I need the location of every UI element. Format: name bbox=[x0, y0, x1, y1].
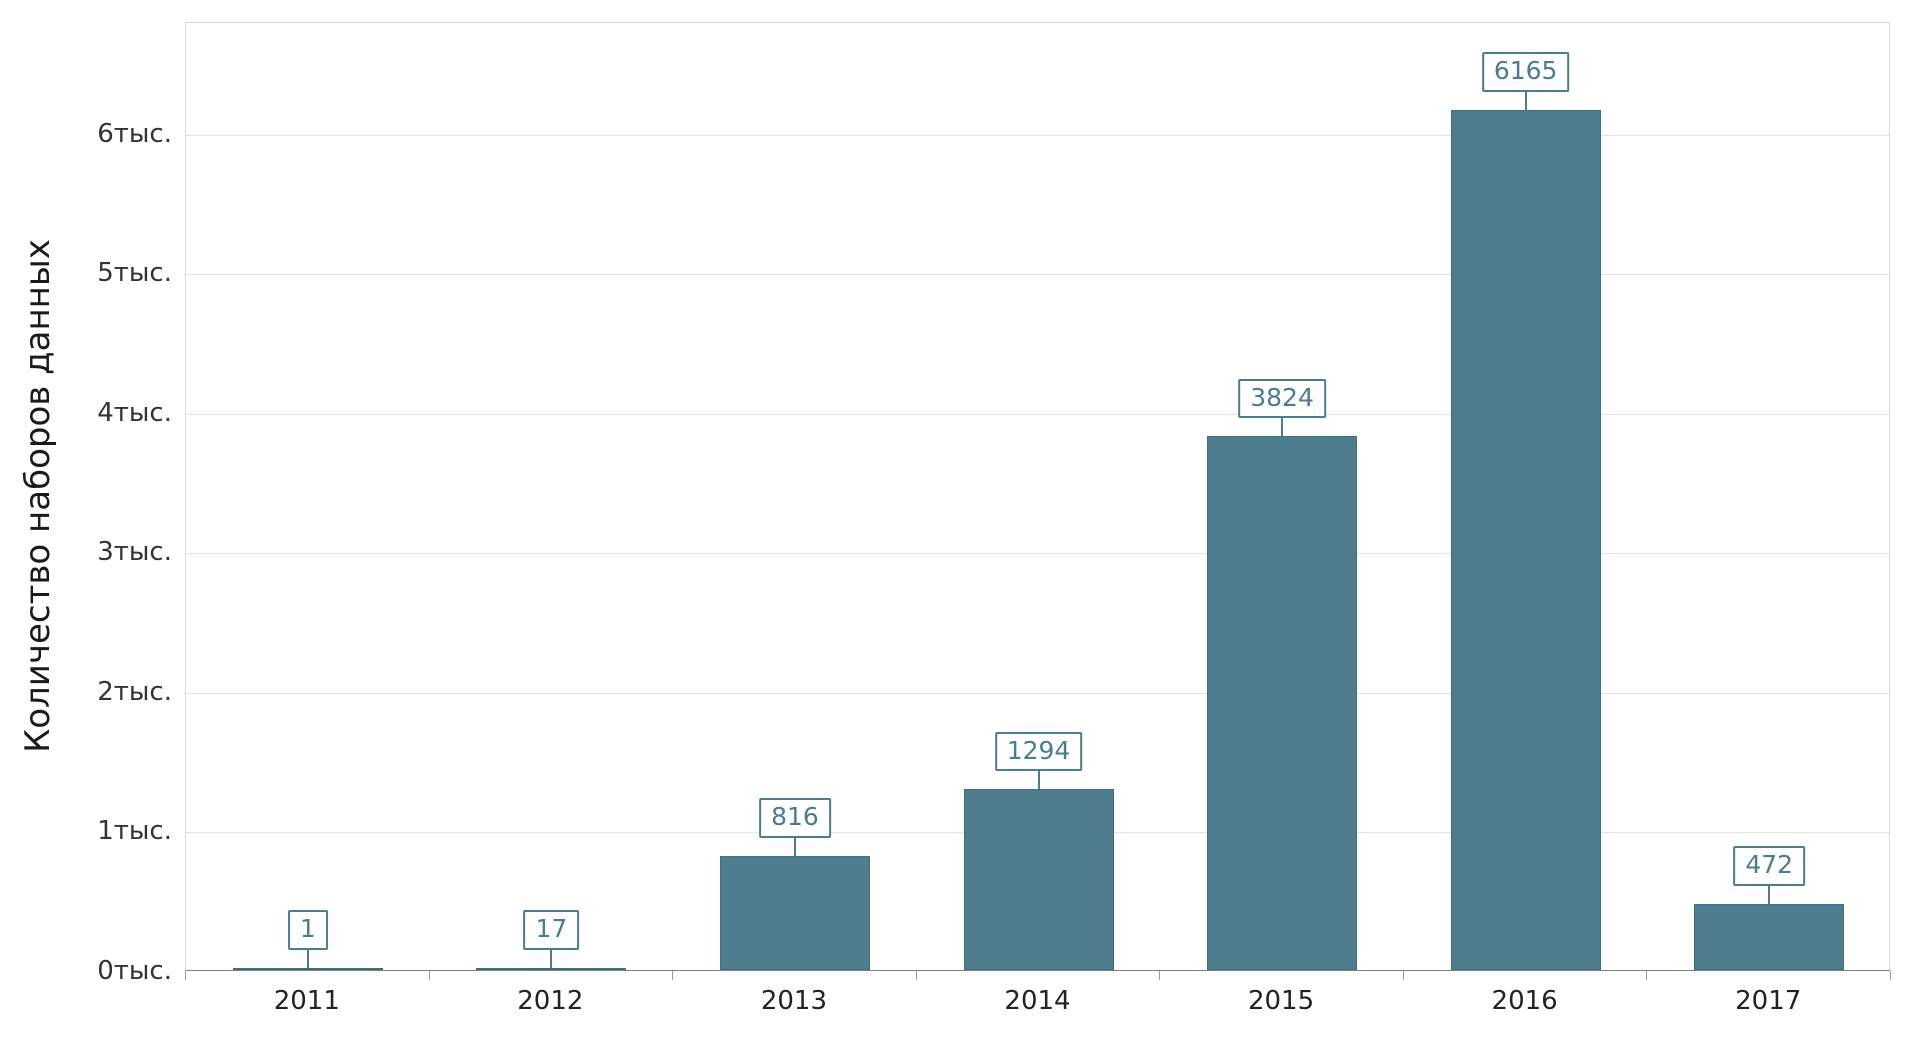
x-axis-tick bbox=[1646, 971, 1648, 980]
plot-area: 1 17 816 1294 3824 6165 472 bbox=[185, 22, 1890, 971]
x-axis-tick bbox=[1159, 971, 1161, 980]
gridline bbox=[186, 692, 1889, 694]
bar[interactable] bbox=[963, 789, 1114, 970]
bar[interactable] bbox=[476, 967, 627, 970]
callout-connector bbox=[306, 950, 309, 968]
x-axis-category-label: 2012 bbox=[517, 986, 584, 1016]
y-axis-tick-label: 0тыс. bbox=[97, 956, 172, 986]
callout-connector bbox=[550, 949, 553, 968]
y-axis-tick-label: 2тыс. bbox=[97, 676, 172, 707]
bar[interactable] bbox=[1207, 436, 1358, 970]
gridline bbox=[186, 413, 1889, 415]
bar[interactable] bbox=[1694, 904, 1845, 970]
x-axis-tick bbox=[672, 971, 674, 980]
x-axis-tick bbox=[915, 971, 917, 980]
bar[interactable] bbox=[232, 968, 383, 970]
callout-connector bbox=[1768, 886, 1771, 905]
x-axis-category-label: 2017 bbox=[1735, 986, 1802, 1016]
y-axis-tick-label: 1тыс. bbox=[97, 816, 172, 847]
bar-value-callout: 472 bbox=[1733, 846, 1806, 887]
gridline bbox=[186, 134, 1889, 136]
gridline bbox=[186, 553, 1889, 555]
gridline bbox=[186, 274, 1889, 276]
x-axis-tick bbox=[428, 971, 430, 980]
x-axis-category-label: 2013 bbox=[760, 986, 828, 1016]
x-axis-category-label: 2014 bbox=[1004, 986, 1071, 1016]
bar-value-callout: 1 bbox=[287, 910, 328, 950]
y-axis-tick-label: 5тыс. bbox=[97, 258, 172, 289]
bar[interactable] bbox=[1450, 109, 1601, 970]
bar-value-callout: 816 bbox=[759, 798, 831, 839]
y-axis-tick-label: 3тыс. bbox=[97, 537, 172, 568]
x-axis-tick bbox=[1402, 971, 1404, 980]
x-axis-tick bbox=[1890, 971, 1891, 980]
y-axis-tick-label: 4тыс. bbox=[97, 397, 172, 428]
x-axis-tick bbox=[185, 971, 186, 980]
callout-connector bbox=[1524, 91, 1527, 110]
y-axis-title: Количество наборов данных bbox=[18, 239, 58, 753]
bar-value-callout: 6165 bbox=[1481, 51, 1570, 92]
x-axis-category-label: 2016 bbox=[1491, 986, 1558, 1016]
x-axis-category-label: 2015 bbox=[1247, 986, 1315, 1016]
callout-connector bbox=[793, 838, 796, 857]
bar[interactable] bbox=[719, 856, 870, 970]
y-axis-tick-label: 6тыс. bbox=[97, 118, 172, 149]
callout-connector bbox=[1037, 771, 1040, 790]
bar-value-callout: 17 bbox=[523, 909, 580, 950]
bar-value-callout: 1294 bbox=[994, 731, 1083, 772]
bar-value-callout: 3824 bbox=[1238, 378, 1326, 419]
x-axis-category-label: 2011 bbox=[273, 986, 340, 1016]
callout-connector bbox=[1281, 418, 1284, 437]
